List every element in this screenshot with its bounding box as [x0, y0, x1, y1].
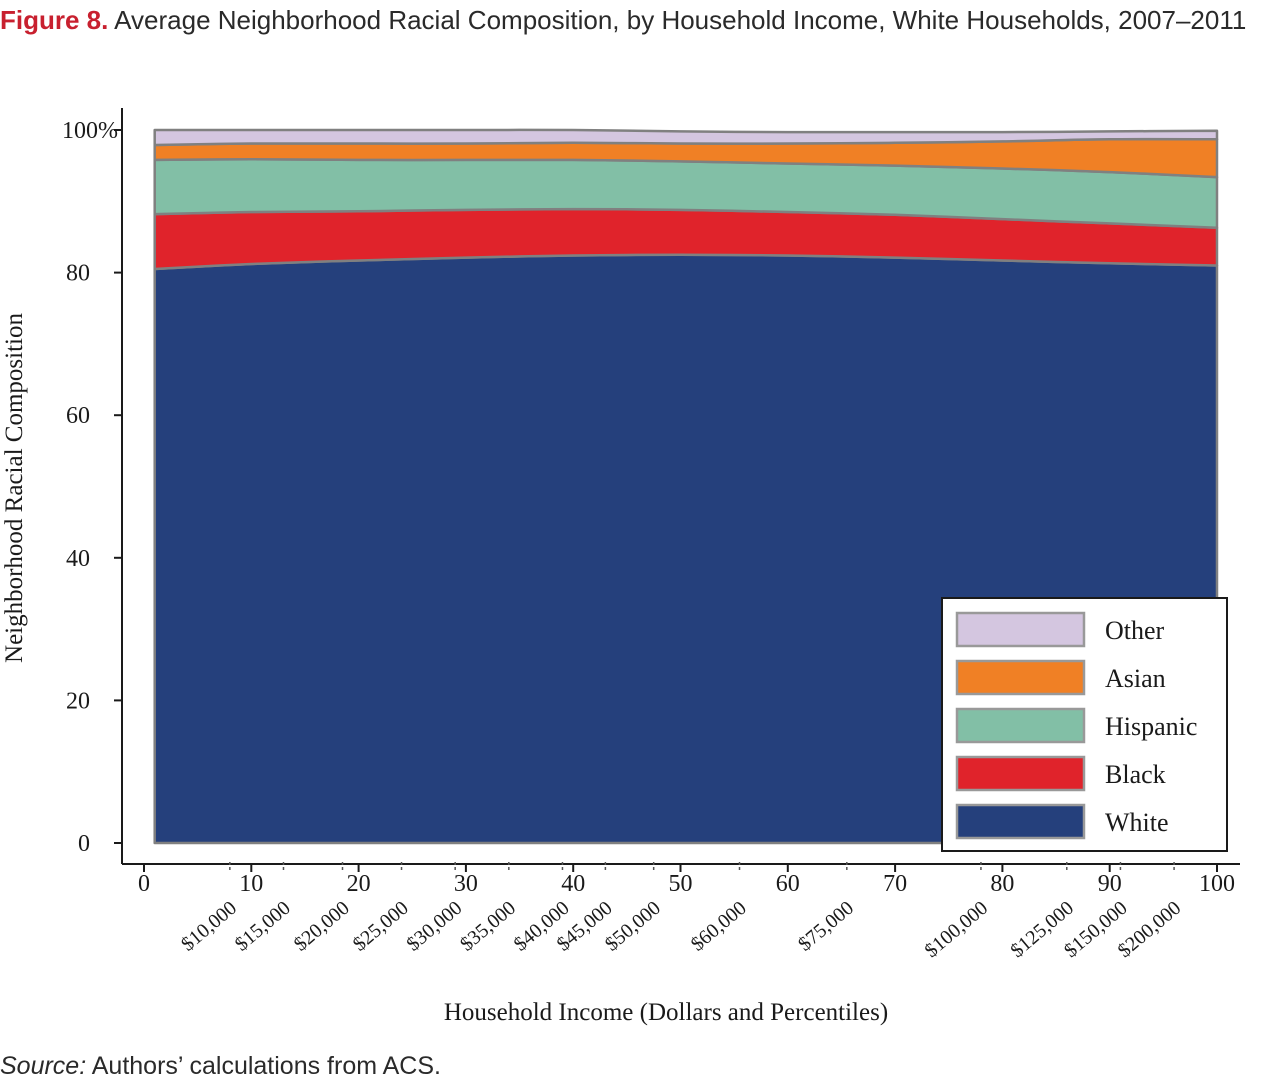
x-tick-label: 80: [990, 871, 1014, 897]
y-axis-title: Neighborhood Racial Composition: [1, 313, 28, 663]
page-title: Figure 8. Average Neighborhood Racial Co…: [0, 0, 1280, 40]
y-tick-label: 40: [66, 546, 90, 572]
x-tick-label: 30: [454, 871, 478, 897]
income-tick-label: $100,000: [921, 897, 993, 962]
income-tick-label: $50,000: [601, 897, 665, 956]
legend: Other Asian Hispanic Black White: [941, 597, 1228, 852]
legend-swatch-white: [955, 803, 1086, 840]
legend-swatch-asian: [955, 659, 1086, 696]
x-tick-label: 10: [239, 871, 263, 897]
figure-title: Average Neighborhood Racial Composition,…: [114, 5, 1247, 35]
y-tick-label: 100%: [62, 118, 118, 144]
source-text: Authors’ calculations from ACS.: [91, 1052, 441, 1080]
income-tick-label: $75,000: [794, 897, 858, 956]
y-tick-label: 80: [66, 261, 90, 287]
x-tick-label: 100: [1199, 871, 1235, 897]
legend-swatch-hispanic: [955, 707, 1086, 744]
source-label: Source:: [0, 1052, 87, 1080]
income-tick-label: $15,000: [231, 897, 295, 956]
area-other: [153, 128, 1219, 147]
y-tick-label: 60: [66, 403, 90, 429]
y-tick-label: 20: [66, 688, 90, 714]
x-tick-label: 40: [561, 871, 585, 897]
legend-label-black: Black: [1105, 760, 1166, 789]
income-tick-label: $20,000: [290, 897, 354, 956]
income-tick-label: $10,000: [177, 897, 241, 956]
income-tick-label: $25,000: [349, 897, 413, 956]
income-tick-label: $35,000: [456, 897, 520, 956]
legend-label-white: White: [1105, 808, 1169, 837]
legend-label-other: Other: [1105, 616, 1165, 645]
source-note: Source: Authors’ calculations from ACS.: [0, 1052, 441, 1081]
x-axis-title: Household Income (Dollars and Percentile…: [444, 999, 888, 1026]
income-tick-label: $60,000: [687, 897, 751, 956]
legend-swatch-black: [955, 755, 1086, 792]
x-tick-label: 20: [347, 871, 371, 897]
x-tick-label: 60: [776, 871, 800, 897]
legend-label-hispanic: Hispanic: [1105, 712, 1197, 741]
y-tick-label: 0: [78, 831, 90, 857]
income-tick-label: $30,000: [402, 897, 466, 956]
figure-label: Figure 8.: [0, 5, 109, 35]
x-tick-label: 90: [1098, 871, 1122, 897]
legend-label-asian: Asian: [1105, 664, 1166, 693]
x-tick-label: 50: [669, 871, 693, 897]
legend-swatch-other: [955, 611, 1086, 648]
x-tick-label: 0: [138, 871, 150, 897]
x-tick-label: 70: [883, 871, 907, 897]
